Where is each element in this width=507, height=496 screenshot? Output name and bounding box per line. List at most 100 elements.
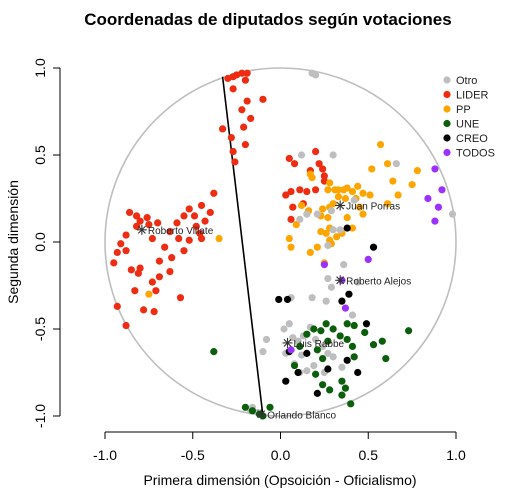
data-point bbox=[310, 325, 318, 333]
x-tick-label: 0.0 bbox=[271, 447, 291, 463]
x-axis-label: Primera dimensión (Opsoición - Oficialis… bbox=[143, 472, 416, 488]
data-point bbox=[392, 160, 400, 168]
data-point bbox=[287, 187, 295, 196]
annotation-label: Luis Rabbe bbox=[294, 339, 345, 350]
asterisk-marker bbox=[282, 337, 293, 348]
points-layer bbox=[110, 69, 457, 420]
data-point bbox=[431, 217, 439, 225]
annotation: Roberto Villate bbox=[136, 224, 214, 237]
data-point bbox=[343, 214, 351, 222]
legend-item-otro: Otro bbox=[443, 75, 477, 87]
data-point bbox=[110, 259, 118, 267]
data-point bbox=[143, 214, 151, 222]
legend-swatch bbox=[443, 134, 451, 142]
data-point bbox=[145, 290, 153, 298]
data-point bbox=[319, 205, 327, 213]
data-point bbox=[347, 400, 355, 408]
data-point bbox=[359, 210, 367, 218]
data-point bbox=[312, 335, 320, 344]
data-point bbox=[259, 95, 267, 103]
data-point bbox=[448, 210, 457, 218]
legend-swatch bbox=[443, 90, 451, 99]
data-point bbox=[152, 287, 160, 295]
data-point bbox=[282, 377, 290, 385]
data-point bbox=[262, 335, 271, 344]
data-point bbox=[336, 332, 344, 340]
data-point bbox=[303, 367, 311, 375]
data-point bbox=[383, 160, 392, 168]
y-tick-label: 1.0 bbox=[32, 58, 48, 78]
unit-circle bbox=[104, 67, 457, 417]
data-point bbox=[113, 248, 121, 257]
data-point bbox=[283, 295, 292, 304]
data-point bbox=[238, 69, 246, 77]
data-point bbox=[413, 167, 421, 175]
data-point bbox=[155, 257, 164, 265]
data-point bbox=[227, 134, 235, 142]
legend-item-une: UNE bbox=[443, 119, 479, 131]
data-point bbox=[155, 273, 164, 281]
data-point bbox=[312, 370, 320, 378]
data-point bbox=[324, 274, 332, 283]
y-tick-label: 0.5 bbox=[32, 145, 48, 165]
data-point bbox=[180, 212, 188, 220]
series-lider bbox=[110, 69, 328, 330]
data-point bbox=[324, 186, 332, 194]
data-point bbox=[408, 180, 416, 189]
data-point bbox=[340, 261, 348, 269]
legend-label: UNE bbox=[456, 119, 479, 131]
data-point bbox=[327, 207, 335, 215]
data-point bbox=[355, 203, 364, 211]
data-point bbox=[348, 187, 357, 196]
annotation: Juan Porras bbox=[335, 200, 400, 212]
y-axis-label: Segunda dimensión bbox=[5, 180, 21, 304]
legend-label: PP bbox=[456, 104, 471, 116]
annotations-layer: Roberto Villate Juan Porras Roberto Alejos… bbox=[136, 200, 411, 421]
asterisk-marker bbox=[256, 409, 267, 420]
y-tick-label: 0.0 bbox=[32, 232, 48, 252]
data-point bbox=[132, 222, 141, 230]
data-point bbox=[296, 215, 304, 223]
data-point bbox=[127, 266, 135, 274]
data-point bbox=[313, 389, 321, 397]
data-point bbox=[350, 353, 358, 361]
data-point bbox=[197, 201, 206, 210]
data-point bbox=[303, 187, 311, 196]
data-point bbox=[140, 306, 148, 314]
data-point bbox=[310, 361, 318, 370]
data-point bbox=[125, 208, 134, 217]
data-point bbox=[334, 193, 343, 201]
data-point bbox=[287, 346, 295, 354]
data-point bbox=[350, 196, 358, 204]
data-point bbox=[389, 177, 397, 185]
data-point bbox=[329, 151, 337, 159]
data-point bbox=[285, 234, 293, 243]
data-point bbox=[336, 226, 344, 234]
legend-swatch bbox=[443, 76, 451, 84]
data-point bbox=[345, 290, 353, 298]
data-point bbox=[306, 248, 314, 257]
asterisk-marker bbox=[335, 275, 346, 286]
data-point bbox=[324, 214, 332, 222]
data-point bbox=[175, 234, 183, 243]
data-point bbox=[259, 348, 267, 356]
data-point bbox=[376, 140, 385, 149]
data-point bbox=[180, 247, 188, 255]
unit-circle-layer bbox=[104, 67, 457, 417]
data-point bbox=[292, 221, 300, 229]
data-point bbox=[136, 217, 144, 225]
data-point bbox=[215, 234, 223, 243]
data-point bbox=[378, 337, 386, 345]
y-tick-label: -1.0 bbox=[32, 404, 48, 428]
data-point bbox=[280, 325, 288, 333]
data-point bbox=[343, 184, 351, 192]
data-point bbox=[329, 353, 337, 361]
data-point bbox=[290, 160, 299, 168]
cutting-line bbox=[221, 76, 264, 417]
data-point bbox=[320, 261, 328, 269]
data-point bbox=[166, 267, 174, 276]
data-point bbox=[229, 147, 237, 156]
legend-item-creo: CREO bbox=[443, 133, 488, 145]
legend-label: LIDER bbox=[456, 90, 488, 102]
data-point bbox=[383, 200, 392, 208]
